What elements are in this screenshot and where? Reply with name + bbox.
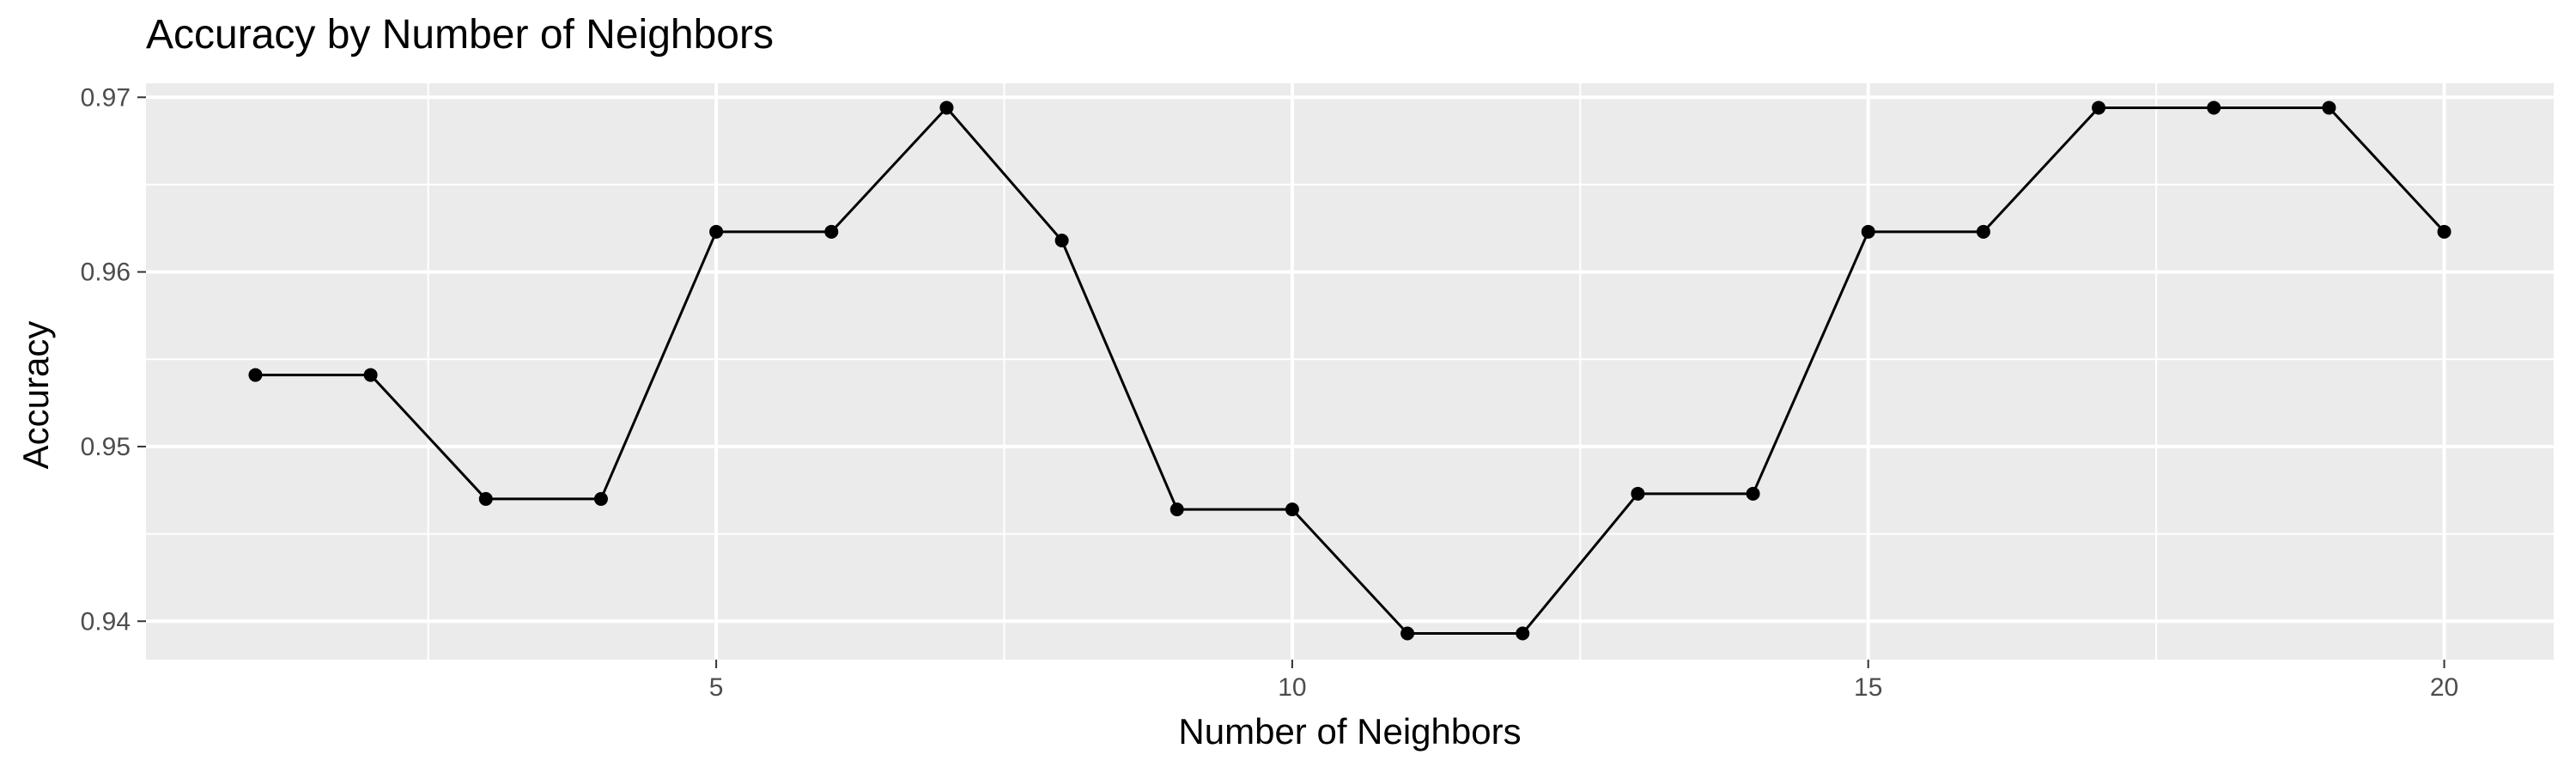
data-point <box>1746 486 1760 501</box>
data-point <box>824 224 839 239</box>
series-points <box>248 100 2451 641</box>
data-point <box>248 368 263 382</box>
plot-panel <box>146 83 2554 660</box>
axis-tick-labels: 5 10 15 20 0.94 0.95 0.96 0.97 <box>81 83 2459 702</box>
x-axis-title: Number of Neighbors <box>1178 711 1521 752</box>
data-point <box>1631 486 1645 501</box>
data-point <box>1054 234 1069 247</box>
data-point <box>1400 626 1415 641</box>
major-grid-lines <box>146 83 2554 660</box>
data-point <box>593 491 608 506</box>
data-point <box>478 491 493 506</box>
data-point <box>2322 100 2336 115</box>
y-tick-label: 0.94 <box>81 607 131 636</box>
data-point <box>2092 100 2106 115</box>
data-point <box>709 224 724 239</box>
y-axis-title: Accuracy <box>15 321 56 470</box>
data-point <box>1170 502 1184 517</box>
y-tick-label: 0.95 <box>81 433 131 461</box>
chart-title: Accuracy by Number of Neighbors <box>146 12 774 58</box>
x-tick-label: 20 <box>2430 673 2458 702</box>
data-point <box>1285 502 1299 517</box>
data-point <box>1976 224 1990 239</box>
axis-ticks <box>137 96 2445 668</box>
y-tick-label: 0.97 <box>81 83 131 112</box>
data-point <box>363 368 378 382</box>
data-point <box>1861 224 1875 239</box>
data-point <box>1516 626 1530 641</box>
series-line <box>253 106 2446 635</box>
x-tick-label: 15 <box>1854 673 1882 702</box>
x-tick-label: 5 <box>709 673 724 702</box>
data-point <box>939 100 954 115</box>
minor-grid-lines <box>146 83 2554 660</box>
y-tick-label: 0.96 <box>81 259 131 287</box>
data-point <box>2207 100 2221 115</box>
data-point <box>2437 224 2451 239</box>
x-tick-label: 10 <box>1278 673 1306 702</box>
